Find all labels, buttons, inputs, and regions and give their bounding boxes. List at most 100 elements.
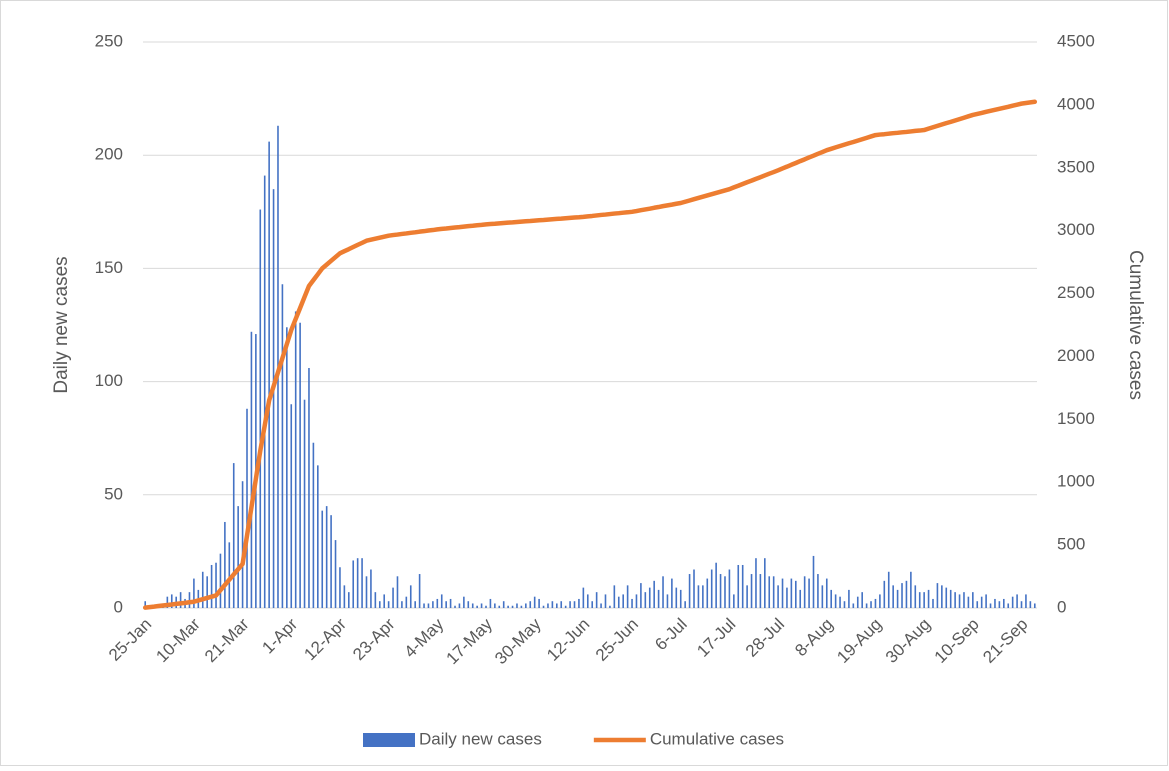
- bar: [1016, 594, 1018, 608]
- bar: [609, 605, 611, 608]
- bar: [263, 175, 266, 609]
- bar: [272, 189, 275, 608]
- bar: [839, 596, 841, 608]
- bar: [560, 601, 563, 608]
- bar: [1020, 601, 1023, 608]
- bar: [356, 558, 359, 608]
- bar: [825, 578, 828, 608]
- bar: [449, 598, 452, 608]
- bar: [427, 603, 430, 608]
- y2-tick-label: 1000: [1057, 472, 1095, 491]
- bar: [494, 603, 496, 608]
- bar: [569, 601, 571, 608]
- bar: [821, 585, 824, 608]
- bar: [347, 592, 350, 608]
- legend-swatch: [363, 733, 415, 747]
- bar: [746, 585, 748, 608]
- bar: [613, 585, 616, 608]
- bar: [693, 569, 695, 608]
- bar: [887, 571, 890, 608]
- bar: [290, 404, 293, 608]
- bar: [856, 596, 859, 608]
- bar: [436, 598, 439, 608]
- bar: [206, 576, 208, 608]
- bar: [976, 601, 979, 608]
- bar: [224, 521, 226, 608]
- bar: [706, 578, 709, 608]
- bar: [874, 598, 877, 608]
- bar: [817, 574, 819, 608]
- bar: [405, 596, 408, 608]
- bar: [967, 596, 970, 608]
- bar: [799, 589, 802, 608]
- bar: [591, 601, 594, 608]
- bar: [768, 576, 771, 608]
- bar: [432, 601, 434, 608]
- bar: [1025, 594, 1027, 608]
- bar: [852, 603, 855, 608]
- bar: [994, 598, 996, 608]
- y2-tick-label: 3000: [1057, 220, 1095, 239]
- y-axis-title: Daily new cases: [51, 256, 72, 393]
- bar: [564, 605, 567, 608]
- bar: [989, 603, 992, 608]
- bar: [1007, 603, 1010, 608]
- bar: [794, 580, 797, 608]
- bar: [317, 465, 319, 608]
- bar: [463, 596, 465, 608]
- y2-axis-title: Cumulative cases: [1125, 250, 1146, 400]
- bar: [418, 574, 421, 608]
- bar: [586, 594, 589, 608]
- bar: [883, 580, 886, 608]
- y2-tick-label: 3500: [1057, 157, 1095, 176]
- bar: [927, 589, 930, 608]
- bar: [268, 141, 270, 608]
- bar: [808, 578, 810, 608]
- bar: [445, 601, 447, 608]
- bar: [848, 589, 850, 608]
- bar: [640, 583, 642, 608]
- y-tick-label: 100: [95, 371, 123, 390]
- y-tick-label: 250: [95, 31, 123, 50]
- bar: [1029, 601, 1032, 608]
- bar: [440, 594, 443, 608]
- bar: [653, 580, 655, 608]
- bar: [259, 209, 262, 608]
- bar: [830, 589, 833, 608]
- bar: [467, 601, 470, 608]
- bar: [954, 592, 956, 608]
- bar: [662, 576, 664, 608]
- bar: [179, 592, 182, 608]
- bar: [755, 558, 757, 608]
- bar: [511, 605, 514, 608]
- bar: [905, 580, 908, 608]
- bar: [697, 585, 700, 608]
- bar: [777, 585, 779, 608]
- bar: [896, 589, 899, 608]
- bar: [409, 585, 412, 608]
- bar: [980, 596, 983, 608]
- bar: [573, 601, 576, 608]
- bar: [334, 540, 337, 608]
- bar: [958, 594, 961, 608]
- bar: [949, 589, 952, 608]
- bar: [702, 585, 704, 608]
- bar: [679, 589, 682, 608]
- bar: [710, 569, 713, 608]
- y2-tick-label: 0: [1057, 597, 1066, 616]
- bar: [237, 506, 239, 608]
- bar: [201, 571, 204, 608]
- bar: [1033, 603, 1036, 608]
- bar: [374, 592, 377, 608]
- bar: [1003, 598, 1005, 608]
- bar: [228, 542, 231, 608]
- bar: [144, 601, 147, 608]
- bar: [361, 558, 363, 608]
- bar: [781, 578, 784, 608]
- bar: [387, 601, 390, 608]
- bar: [901, 583, 903, 608]
- bar: [918, 592, 921, 608]
- bar: [666, 594, 669, 608]
- y2-tick-label: 2000: [1057, 346, 1095, 365]
- bar: [321, 510, 324, 608]
